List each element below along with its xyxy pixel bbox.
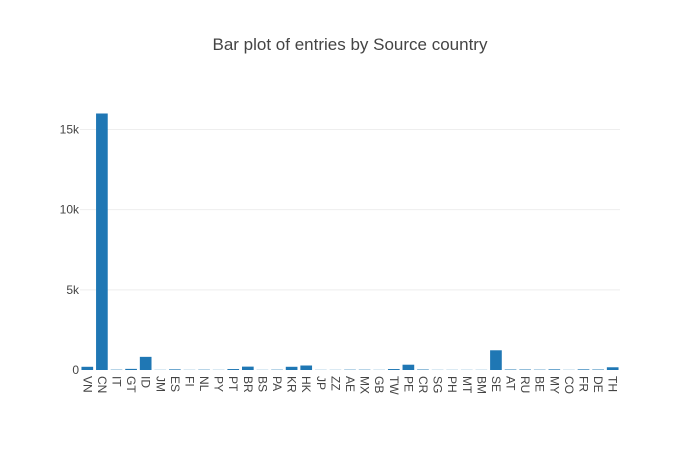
- bar-id[interactable]: [139, 356, 152, 370]
- x-tick-label: BR: [241, 376, 255, 393]
- x-tick-label: MX: [358, 376, 372, 394]
- bar-gt[interactable]: [125, 368, 137, 370]
- bar-my[interactable]: [548, 369, 561, 370]
- x-tick-label: BS: [255, 376, 269, 392]
- bar-vn[interactable]: [81, 366, 94, 370]
- bar-es[interactable]: [169, 369, 181, 370]
- x-tick-label: MY: [547, 376, 561, 394]
- x-tick-label: HK: [299, 376, 313, 393]
- x-tick-label: PA: [270, 376, 284, 391]
- x-tick-label: IT: [109, 376, 123, 387]
- y-tick-label: 0: [72, 363, 79, 377]
- x-tick-label: NL: [197, 376, 211, 392]
- x-tick-label: DE: [591, 376, 605, 393]
- bar-tw[interactable]: [387, 369, 400, 370]
- bar-layer: [81, 113, 619, 370]
- x-tick-label: TH: [606, 376, 620, 392]
- x-tick-label: PH: [445, 376, 459, 393]
- x-tick-label: CO: [562, 376, 576, 394]
- x-tick-label: BM: [474, 376, 488, 394]
- x-tick-label: PT: [226, 376, 240, 392]
- x-tick-label: SE: [489, 376, 503, 392]
- x-tick-label: ZZ: [328, 376, 342, 391]
- bar-kr[interactable]: [285, 366, 298, 370]
- x-tick-label: MT: [460, 376, 474, 394]
- bar-th[interactable]: [606, 367, 619, 370]
- x-tick-label: TW: [387, 376, 401, 395]
- bar-pe[interactable]: [402, 364, 415, 370]
- x-tick-label: PE: [401, 376, 415, 392]
- bar-pt[interactable]: [227, 369, 240, 370]
- y-tick-label: 5k: [66, 283, 80, 297]
- x-tick-label: GT: [124, 376, 138, 393]
- x-axis-ticks: VN CN IT GT ID JM ES FI NL PY PT BR BS PA KR HK JP ZZ AE MX…: [80, 376, 619, 395]
- x-tick-label: BE: [533, 376, 547, 392]
- grid-layer: [80, 129, 620, 291]
- x-tick-label: PY: [212, 376, 226, 392]
- bar-br[interactable]: [242, 366, 254, 370]
- x-tick-label: GB: [372, 376, 386, 393]
- x-tick-label: RU: [518, 376, 532, 393]
- x-tick-label: FR: [577, 376, 591, 392]
- x-tick-label: ES: [168, 376, 182, 392]
- x-tick-label: FI: [182, 376, 196, 387]
- x-tick-label: AE: [343, 376, 357, 392]
- y-axis-ticks: 0 5k 10k 15k: [60, 123, 80, 377]
- y-tick-label: 15k: [60, 123, 80, 137]
- bar-se[interactable]: [490, 350, 502, 370]
- bar-cn[interactable]: [96, 113, 108, 370]
- bar-hk[interactable]: [300, 365, 313, 370]
- x-tick-label: ID: [139, 376, 153, 388]
- x-tick-label: CN: [95, 376, 109, 393]
- y-tick-label: 10k: [60, 203, 80, 217]
- x-tick-label: SG: [431, 376, 445, 393]
- x-tick-label: CR: [416, 376, 430, 394]
- x-tick-label: JP: [314, 376, 328, 390]
- x-tick-label: VN: [80, 376, 94, 393]
- x-tick-label: KR: [285, 376, 299, 393]
- x-tick-label: JM: [153, 376, 167, 392]
- chart-title: Bar plot of entries by Source country: [213, 35, 488, 54]
- bar-fr[interactable]: [577, 369, 590, 370]
- x-tick-label: AT: [504, 376, 518, 391]
